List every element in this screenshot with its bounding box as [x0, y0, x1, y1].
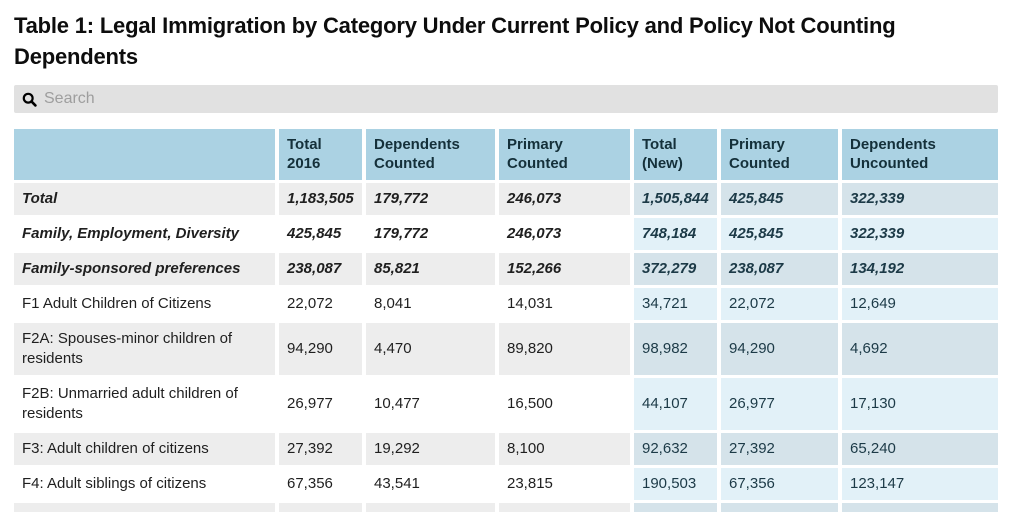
row-label-cell: Family-sponsored preferences: [14, 251, 279, 288]
value-cell: 14,031: [497, 286, 634, 323]
value-cell: 26,977: [277, 376, 366, 433]
value-cell: 94,290: [719, 321, 842, 378]
row-label-cell: F1 Adult Children of Citizens: [14, 286, 279, 323]
value-cell: 4,470: [364, 321, 499, 378]
value-cell: 85,821: [364, 251, 499, 288]
value-cell: 322,339: [840, 181, 998, 218]
value-cell: 140,871: [840, 501, 998, 512]
value-cell: 278,764: [632, 501, 721, 512]
value-cell: 8,041: [364, 286, 499, 323]
value-cell: 179,772: [364, 181, 499, 218]
value-cell: 322,339: [840, 216, 998, 253]
value-cell: 123,147: [840, 466, 998, 503]
value-cell: 44,107: [632, 376, 721, 433]
value-cell: 134,192: [840, 251, 998, 288]
value-cell: 4,692: [840, 321, 998, 378]
table-row: F3: Adult children of citizens 27,392 19,2…: [14, 431, 998, 468]
row-label-cell: F2B: Unmarried adult children of residen…: [14, 376, 279, 433]
search-input[interactable]: [44, 90, 990, 108]
table-body: Total 1,183,505 179,772 246,073 1,505,844 425…: [14, 181, 998, 512]
table-row: Employment-based preferences137,89369,68…: [14, 501, 998, 512]
value-cell: 8,100: [497, 431, 634, 468]
value-cell: 238,087: [719, 251, 842, 288]
value-cell: 372,279: [632, 251, 721, 288]
header-cell-category: [14, 129, 279, 183]
value-cell: 238,087: [277, 251, 366, 288]
value-cell: 246,073: [497, 216, 634, 253]
value-cell: 425,845: [719, 181, 842, 218]
table-row: F4: Adult siblings of citizens 67,356 43,5…: [14, 466, 998, 503]
search-icon: [22, 92, 37, 107]
value-cell: 22,072: [719, 286, 842, 323]
header-cell-dependents-uncounted: Dependents Uncounted: [840, 129, 998, 183]
row-label-cell: Employment-based preferences: [14, 501, 279, 512]
table-row: F2A: Spouses-minor children of residents…: [14, 321, 998, 378]
value-cell: 98,982: [632, 321, 721, 378]
value-cell: 69,683: [364, 501, 499, 512]
data-table: Total 2016 Dependents Counted Primary Co…: [14, 129, 998, 512]
value-cell: 16,500: [497, 376, 634, 433]
search-bar[interactable]: [14, 85, 998, 113]
header-cell-total-2016: Total 2016: [277, 129, 366, 183]
value-cell: 137,893: [277, 501, 366, 512]
table-row: Total 1,183,505 179,772 246,073 1,505,844 425…: [14, 181, 998, 218]
row-label-cell: F3: Adult children of citizens: [14, 431, 279, 468]
value-cell: 67,356: [719, 466, 842, 503]
header-cell-primary-counted: Primary Counted: [497, 129, 634, 183]
header-cell-primary-counted-2: Primary Counted: [719, 129, 842, 183]
value-cell: 94,290: [277, 321, 366, 378]
row-label-cell: F4: Adult siblings of citizens: [14, 466, 279, 503]
value-cell: 246,073: [497, 181, 634, 218]
row-label-cell: Family, Employment, Diversity: [14, 216, 279, 253]
value-cell: 22,072: [277, 286, 366, 323]
value-cell: 425,845: [277, 216, 366, 253]
value-cell: 67,356: [277, 466, 366, 503]
table-row: Family, Employment, Diversity 425,845 179,…: [14, 216, 998, 253]
value-cell: 27,392: [277, 431, 366, 468]
table-row: Family-sponsored preferences 238,087 85,82…: [14, 251, 998, 288]
value-cell: 17,130: [840, 376, 998, 433]
value-cell: 12,649: [840, 286, 998, 323]
value-cell: 425,845: [719, 216, 842, 253]
value-cell: 26,977: [719, 376, 842, 433]
table-row: F2B: Unmarried adult children of residen…: [14, 376, 998, 433]
value-cell: 1,183,505: [277, 181, 366, 218]
value-cell: 137,893: [719, 501, 842, 512]
table-row: F1 Adult Children of Citizens 22,072 8,041…: [14, 286, 998, 323]
value-cell: 65,240: [840, 431, 998, 468]
value-cell: 89,820: [497, 321, 634, 378]
value-cell: 179,772: [364, 216, 499, 253]
value-cell: 1,505,844: [632, 181, 721, 218]
row-label-cell: F2A: Spouses-minor children of residents: [14, 321, 279, 378]
value-cell: 748,184: [632, 216, 721, 253]
value-cell: 23,815: [497, 466, 634, 503]
page-title: Table 1: Legal Immigration by Category U…: [14, 13, 896, 69]
value-cell: 10,477: [364, 376, 499, 433]
table-header-row: Total 2016 Dependents Counted Primary Co…: [14, 129, 998, 183]
value-cell: 27,392: [719, 431, 842, 468]
value-cell: 19,292: [364, 431, 499, 468]
value-cell: 68,210: [497, 501, 634, 512]
value-cell: 92,632: [632, 431, 721, 468]
value-cell: 43,541: [364, 466, 499, 503]
header-cell-total-new: Total (New): [632, 129, 721, 183]
value-cell: 152,266: [497, 251, 634, 288]
value-cell: 34,721: [632, 286, 721, 323]
row-label-cell: Total: [14, 181, 279, 218]
value-cell: 190,503: [632, 466, 721, 503]
header-cell-dependents-counted: Dependents Counted: [364, 129, 499, 183]
